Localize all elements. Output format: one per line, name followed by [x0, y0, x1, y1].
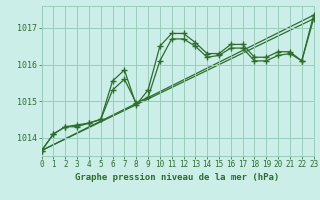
X-axis label: Graphe pression niveau de la mer (hPa): Graphe pression niveau de la mer (hPa)	[76, 173, 280, 182]
